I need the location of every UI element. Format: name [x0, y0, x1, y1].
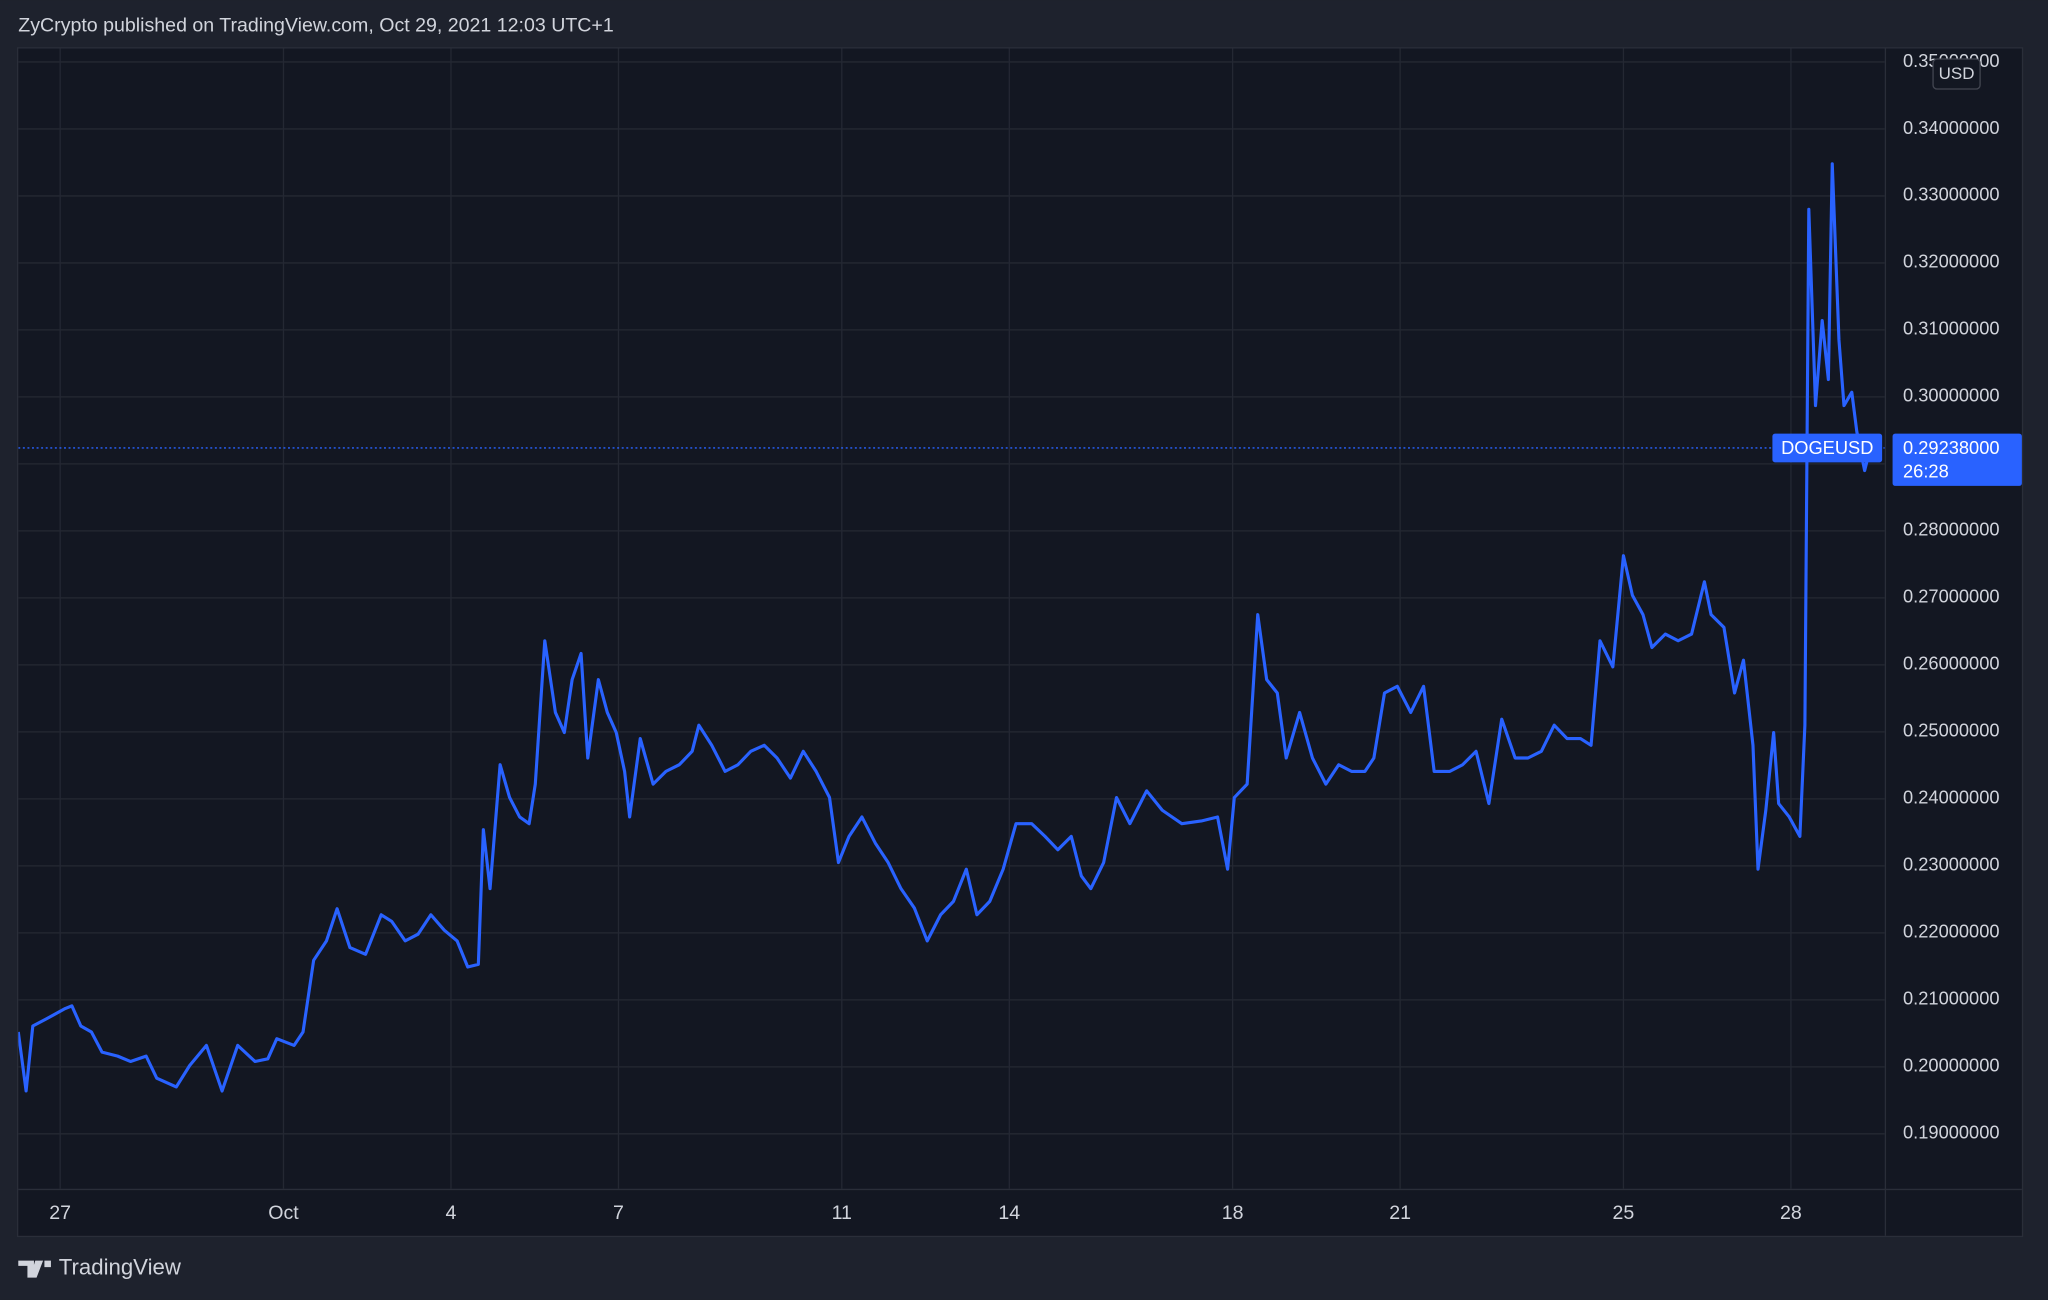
y-tick-label: 0.26000000: [1903, 653, 2000, 674]
countdown: 26:28: [1903, 461, 1949, 482]
y-tick-label: 0.25000000: [1903, 720, 2000, 741]
grid: [18, 48, 1885, 1189]
price-line: [18, 162, 1872, 1093]
brand-logo: [18, 1260, 51, 1278]
last-price-label: 0.29238000: [1903, 437, 2000, 458]
y-tick-label: 0.20000000: [1903, 1055, 2000, 1076]
x-tick-label: 11: [832, 1202, 852, 1224]
brand: TradingView: [18, 1254, 182, 1279]
y-tick-label: 0.30000000: [1903, 385, 2000, 406]
currency-box: [1932, 58, 1981, 90]
y-tick-label: 0.31000000: [1903, 318, 2000, 339]
y-tick-label: 0.32000000: [1903, 251, 2000, 272]
x-tick-label: 25: [1613, 1202, 1635, 1224]
y-tick-label: 0.28000000: [1903, 519, 2000, 540]
series-name: DOGEUSD: [1781, 437, 1873, 458]
y-tick-label: 0.34000000: [1903, 117, 2000, 138]
plot: [18, 162, 1885, 1093]
y-tick-label: 0.23000000: [1903, 854, 2000, 875]
y-tick-label: 0.19000000: [1903, 1122, 2000, 1143]
x-tick-label: 21: [1389, 1202, 1411, 1224]
price-tag: [1892, 433, 2022, 486]
y-tick-label: 0.24000000: [1903, 787, 2000, 808]
x-tick-label: 4: [446, 1202, 457, 1224]
x-tick-label: 18: [1222, 1202, 1244, 1224]
x-tick-label: 7: [613, 1202, 624, 1224]
y-tick-label: 0.27000000: [1903, 586, 2000, 607]
publisher-title: ZyCrypto published on TradingView.com, O…: [18, 14, 613, 36]
series-tag: [1772, 433, 1883, 463]
chart-panel: [16, 47, 2024, 1238]
y-tick-label: 0.21000000: [1903, 988, 2000, 1009]
y-tick-label: 0.22000000: [1903, 921, 2000, 942]
axes: 0.19000000 0.20000000 0.21000000 0.22000000…: [49, 50, 1999, 1224]
currency-label: USD: [1939, 64, 1975, 83]
brand-name: TradingView: [59, 1254, 182, 1279]
x-tick-label: 14: [998, 1202, 1020, 1224]
x-tick-label: 28: [1780, 1202, 1802, 1224]
x-tick-label: 27: [49, 1202, 71, 1224]
x-tick-label: Oct: [268, 1202, 299, 1224]
y-tick-label: 0.33000000: [1903, 184, 2000, 205]
